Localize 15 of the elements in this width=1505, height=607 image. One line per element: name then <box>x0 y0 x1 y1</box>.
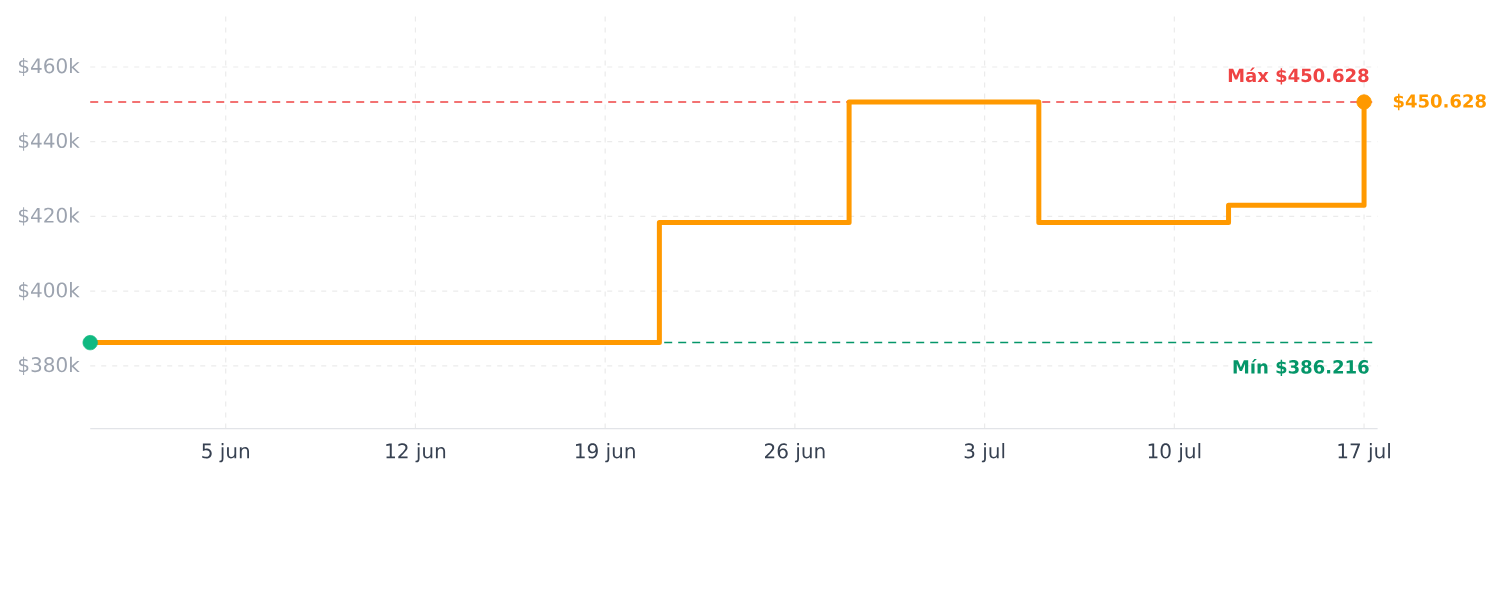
x-tick-label: 26 jun <box>765 442 825 463</box>
x-tick-label: 5 jun <box>202 442 250 463</box>
y-tick-label: $420k <box>18 207 80 226</box>
x-tick-label: 12 jun <box>386 442 446 463</box>
ref-line-label: Mín $386.216 <box>1233 359 1369 377</box>
x-tick-label: 10 jul <box>1148 442 1201 463</box>
y-tick-label: $400k <box>18 282 80 301</box>
x-tick-label: 17 jul <box>1338 442 1390 463</box>
x-tick-label: 3 jul <box>964 442 1005 463</box>
y-tick-label: $460k <box>18 57 80 77</box>
x-tick-label: 19 jun <box>576 442 635 463</box>
y-tick-label: $380k <box>18 356 80 375</box>
y-tick-label: $440k <box>18 132 80 151</box>
ref-line-label: Máx $450.628 <box>1228 67 1369 85</box>
annotation: $450.628 <box>1393 93 1486 111</box>
